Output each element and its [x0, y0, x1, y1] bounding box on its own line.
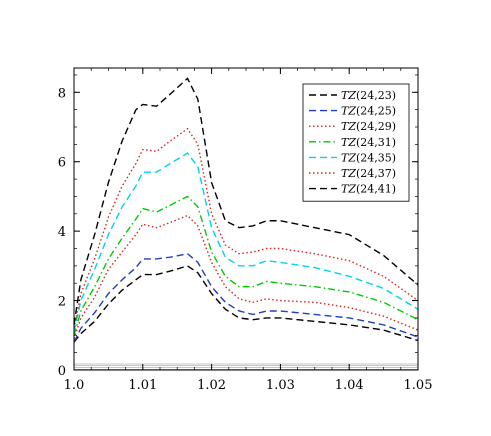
series-line-3 — [73, 214, 419, 339]
series-line-2 — [73, 252, 419, 343]
y-tick-label: 8 — [58, 86, 66, 101]
series-line-1 — [73, 265, 419, 343]
legend-label: TZ(24,25) — [341, 105, 396, 118]
legend-label: TZ(24,23) — [341, 89, 396, 102]
x-tick-label: 1.03 — [266, 378, 295, 393]
x-tick-label: 1.0 — [64, 378, 85, 393]
series-line-7 — [73, 77, 419, 325]
legend-label: TZ(24,29) — [341, 120, 396, 133]
legend-box — [302, 83, 410, 202]
x-tick-label: 1.05 — [404, 378, 433, 393]
series-line-5 — [73, 152, 419, 332]
legend-label: TZ(24,41) — [341, 183, 396, 196]
y-tick-label: 2 — [58, 295, 66, 310]
y-tick-label: 0 — [58, 364, 66, 379]
legend-label: TZ(24,37) — [341, 167, 396, 180]
y-tick-label: 4 — [58, 225, 66, 240]
series-line-4 — [73, 195, 419, 336]
x-tick-label: 1.04 — [335, 378, 364, 393]
plot-lines — [73, 77, 419, 370]
tick-labels: 1.0 1.01 1.02 1.03 1.04 1.05 0 2 4 6 8 — [58, 86, 433, 393]
x-tick-label: 1.02 — [197, 378, 226, 393]
legend: TZ(24,23) TZ(24,25) TZ(24,29) TZ(24,31) TZ(2… — [302, 83, 410, 202]
axis-ticks — [73, 68, 419, 371]
legend-label: TZ(24,31) — [341, 136, 396, 149]
y-tick-label: 6 — [58, 156, 66, 171]
legend-label: TZ(24,35) — [341, 151, 396, 164]
x-tick-label: 1.01 — [128, 378, 157, 393]
